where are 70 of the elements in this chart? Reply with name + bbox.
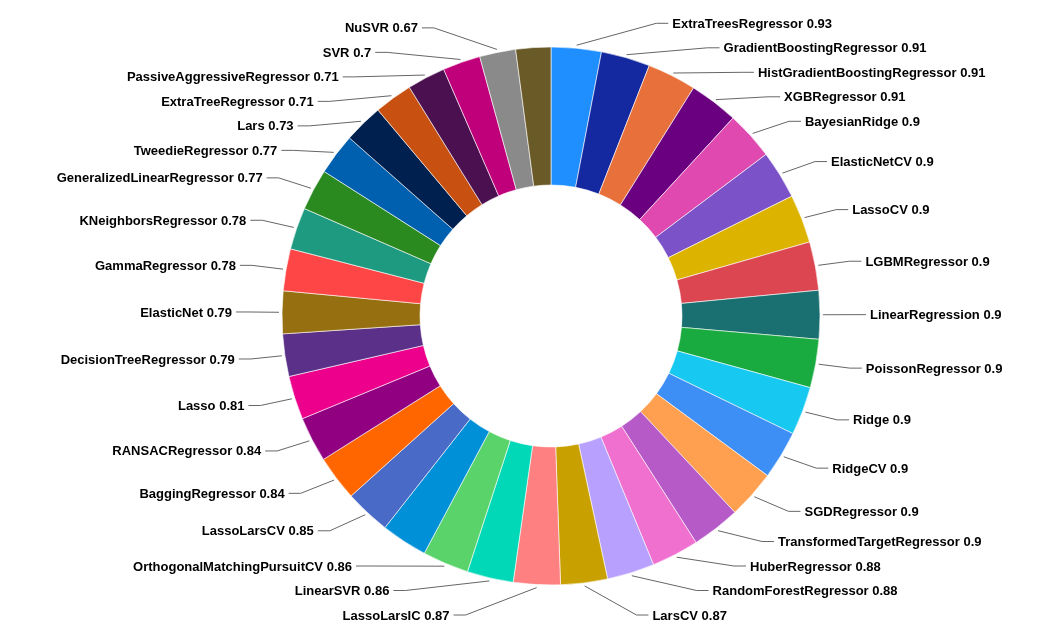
slice-label: GradientBoostingRegressor [723,40,898,56]
data-label: 0.84 [259,485,286,501]
slice-label: BaggingRegressor [139,485,256,501]
slice-label: TweedieRegressor [133,142,249,158]
slice-label: SGDRegressor [804,503,897,519]
slice-label: KNeighborsRegressor [79,212,218,228]
data-label: 0.87 [424,607,450,623]
slice-label: ExtraTreesRegressor [672,15,804,31]
data-label: 0.67 [392,20,418,36]
data-label: 0.9 [971,253,990,269]
slice-label: RandomForestRegressor [712,583,869,599]
slice-label: DecisionTreeRegressor [60,351,206,367]
data-label: 0.77 [252,142,278,158]
slice-label: TransformedTargetRegressor [777,534,960,550]
data-label: 0.9 [915,154,934,170]
slice-label: LarsCV [652,607,699,623]
slice-label: RANSACRegressor [112,443,233,459]
slice-label: PoissonRegressor [865,360,981,376]
data-label: 0.73 [268,118,294,134]
data-label: 0.88 [855,558,881,574]
data-label: 0.9 [892,412,911,428]
data-label: 0.71 [288,93,314,109]
slice-label: HistGradientBoostingRegressor [757,64,957,80]
slice-label: NuSVR [344,20,390,36]
slice-label: ElasticNetCV [831,154,913,170]
data-label: 0.81 [219,398,245,414]
slice-label: Ridge [853,412,890,428]
data-label: 0.9 [983,307,1002,323]
slice-label: LassoLarsCV [201,523,286,539]
data-label: 0.91 [901,40,927,56]
slice-label: SVR [322,44,351,60]
data-label: 0.84 [235,443,262,459]
data-label: 0.77 [237,170,263,186]
data-label: 0.79 [206,304,233,320]
slice-label: PassiveAggressiveRegressor [126,69,310,85]
slice-label: ExtraTreeRegressor [161,93,285,109]
data-label: 0.91 [880,89,906,105]
data-label: 0.86 [364,583,390,599]
data-label: 0.9 [901,113,920,129]
data-label: 0.85 [288,523,314,539]
slice-label: XGBRegressor [784,89,877,105]
slice-label: GammaRegressor [95,257,207,273]
slice-label: OrthogonalMatchingPursuitCV [133,558,324,574]
data-label: 0.88 [872,583,898,599]
data-label: 0.7 [353,44,372,60]
slice-label: ElasticNet [140,304,204,320]
data-label: 0.91 [960,64,986,80]
slice-label: LassoCV [852,202,909,218]
data-label: 0.93 [806,15,833,31]
data-label: 0.9 [900,503,919,519]
data-label: 0.9 [984,360,1003,376]
data-label: 0.86 [326,558,352,574]
slice-label: HuberRegressor [750,558,852,574]
data-label: 0.78 [210,257,236,273]
slice-label: Lars [237,118,265,134]
slice-label: LGBMRegressor [865,253,968,269]
slice-label: LassoLarsIC [342,607,422,623]
slice-label: GeneralizedLinearRegressor [56,170,234,186]
slice-label: RidgeCV [832,460,887,476]
slice-label: BayesianRidge [804,113,899,129]
slice-label: LinearSVR [294,583,362,599]
slice-label: LinearRegression [870,307,980,323]
data-label: 0.9 [890,460,909,476]
data-label: 0.79 [209,351,235,367]
data-label: 0.71 [313,69,339,85]
data-label: 0.9 [911,202,930,218]
data-label: 0.9 [963,534,982,550]
slice-label: Lasso [177,398,216,414]
data-label: 0.78 [221,212,247,228]
data-label: 0.87 [701,607,727,623]
